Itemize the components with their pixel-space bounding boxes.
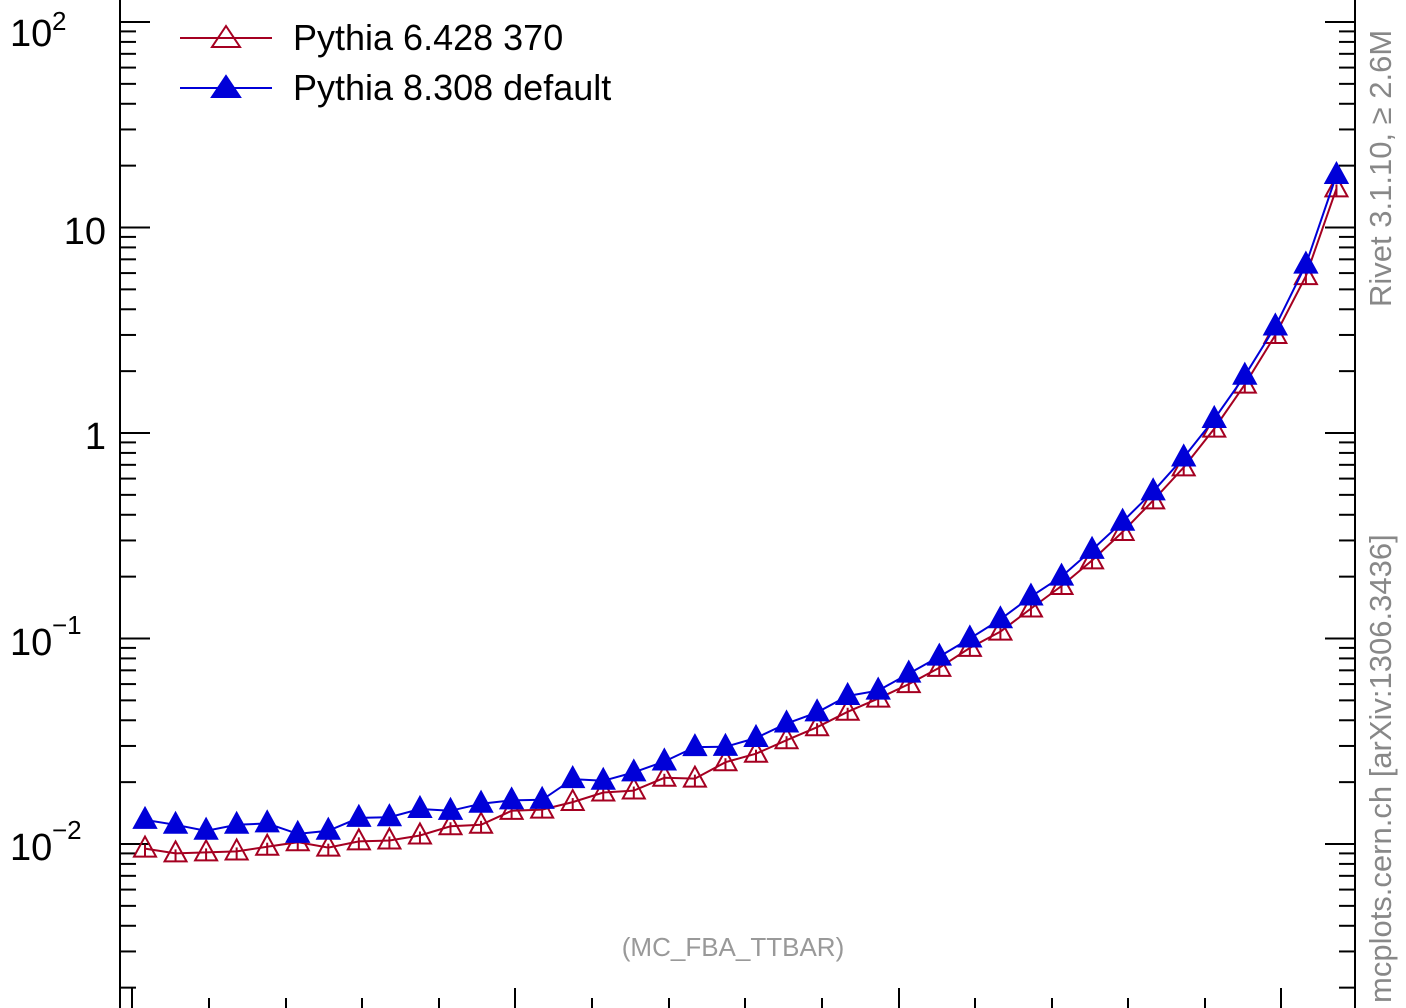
data-point <box>132 805 158 829</box>
x-axis-ticks <box>131 988 1282 1008</box>
data-point <box>804 698 830 722</box>
series-line <box>144 174 1338 835</box>
data-point <box>1323 160 1350 185</box>
data-point <box>1201 404 1227 428</box>
data-point <box>1140 477 1166 501</box>
legend-marker-filled-triangle <box>210 74 242 98</box>
data-point <box>1079 535 1105 559</box>
data-point <box>560 787 586 812</box>
data-point <box>498 786 525 810</box>
data-point <box>254 809 280 833</box>
data-point <box>376 803 403 827</box>
series-line <box>144 188 1338 855</box>
data-point <box>987 605 1014 629</box>
svg-text:−2: −2 <box>52 815 82 845</box>
data-point <box>315 833 341 857</box>
data-point <box>193 838 219 862</box>
data-point <box>407 821 433 845</box>
data-point <box>1232 361 1258 385</box>
data-point <box>1048 562 1075 586</box>
y-tick-label-100: 10 2 <box>10 6 66 55</box>
data-point <box>468 810 494 834</box>
data-point <box>896 659 922 683</box>
data-point <box>682 764 708 788</box>
data-point <box>560 764 586 789</box>
data-point <box>529 785 555 809</box>
svg-text:−1: −1 <box>52 610 82 640</box>
legend-label-pythia8: Pythia 8.308 default <box>293 67 611 108</box>
data-point <box>1171 443 1197 467</box>
data-point <box>651 763 678 787</box>
data-point <box>621 758 647 782</box>
svg-text:2: 2 <box>52 6 66 36</box>
data-point <box>590 766 616 790</box>
data-point <box>987 617 1014 641</box>
legend-label-pythia6: Pythia 6.428 370 <box>293 17 563 58</box>
data-point <box>162 839 189 863</box>
data-point <box>1262 312 1289 336</box>
series-layer <box>132 160 1350 863</box>
data-point <box>407 794 433 819</box>
data-point <box>773 726 800 750</box>
y-tick-label-0.1: 10 −1 <box>10 610 82 664</box>
svg-text:10: 10 <box>10 827 52 869</box>
data-point <box>1109 507 1136 531</box>
data-point <box>926 653 952 677</box>
y-tick-label-0.01: 10 −2 <box>10 815 82 869</box>
side-label-rivet: Rivet 3.1.10, ≥ 2.6M <box>1363 30 1398 307</box>
side-label-mcplots: mcplots.cern.ch [arXiv:1306.3436] <box>1363 534 1398 1003</box>
data-point <box>437 812 464 836</box>
y-tick-label-10: 10 <box>64 211 106 253</box>
data-point <box>804 713 830 737</box>
data-point <box>376 826 403 850</box>
data-point <box>254 832 280 856</box>
data-point <box>590 778 616 802</box>
analysis-watermark: (MC_FBA_TTBAR) <box>622 932 844 962</box>
plot-frame <box>119 0 1356 1008</box>
y-tick-label-1: 1 <box>85 416 106 458</box>
data-point <box>285 819 311 843</box>
data-point <box>468 789 494 813</box>
legend-item-pythia8: Pythia 8.308 default <box>180 67 611 108</box>
series-pythia8 <box>132 160 1350 843</box>
data-point <box>132 834 158 858</box>
data-point <box>682 733 708 757</box>
data-point <box>1018 582 1044 606</box>
data-point <box>346 827 372 851</box>
series-pythia6 <box>132 174 1350 863</box>
data-point <box>712 748 739 772</box>
data-point <box>1323 174 1350 198</box>
svg-text:10: 10 <box>10 622 52 664</box>
data-point <box>712 732 739 756</box>
data-point <box>346 803 372 827</box>
legend-marker-open-triangle <box>210 24 242 48</box>
data-point <box>651 747 678 771</box>
y-axis-ticks <box>120 21 1355 989</box>
data-point <box>315 816 341 840</box>
data-point <box>926 642 952 666</box>
data-point <box>834 697 861 721</box>
data-point <box>957 624 983 648</box>
svg-text:10: 10 <box>10 13 52 55</box>
data-point <box>223 810 250 834</box>
data-point <box>743 723 769 747</box>
data-point <box>223 837 250 861</box>
data-point <box>865 676 891 700</box>
data-point <box>162 810 189 834</box>
data-point <box>1018 594 1044 618</box>
data-point <box>621 776 647 800</box>
data-point <box>834 681 861 706</box>
data-point <box>437 796 464 820</box>
data-point <box>193 816 219 840</box>
legend: Pythia 6.428 370 Pythia 8.308 default <box>180 17 611 108</box>
data-point <box>1293 250 1319 274</box>
legend-item-pythia6: Pythia 6.428 370 <box>180 17 563 58</box>
data-point <box>743 739 769 763</box>
data-point <box>773 709 800 733</box>
